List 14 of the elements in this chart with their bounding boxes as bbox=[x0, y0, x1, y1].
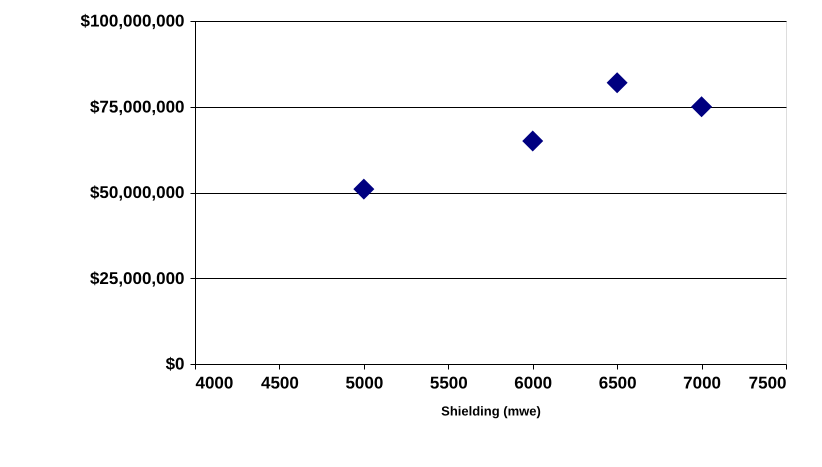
x-tick-label: 5500 bbox=[430, 374, 468, 392]
x-tick-label: 4000 bbox=[196, 374, 234, 392]
y-tick-label: $50,000,000 bbox=[90, 183, 184, 202]
x-tick-label: 4500 bbox=[261, 374, 299, 392]
y-tick-label: $0 bbox=[166, 354, 184, 374]
x-tick-label: 7500 bbox=[748, 374, 786, 392]
x-tick-label: 6000 bbox=[514, 374, 552, 392]
x-tick-label: 7000 bbox=[683, 374, 721, 392]
y-tick-label: $100,000,000 bbox=[80, 12, 184, 30]
y-tick-label: $25,000,000 bbox=[90, 268, 184, 288]
x-tick-label: 6500 bbox=[598, 374, 637, 392]
y-tick-label: $75,000,000 bbox=[90, 97, 184, 116]
x-tick-label: 5000 bbox=[345, 374, 384, 392]
x-axis-title: Shielding (mwe) bbox=[441, 404, 541, 418]
